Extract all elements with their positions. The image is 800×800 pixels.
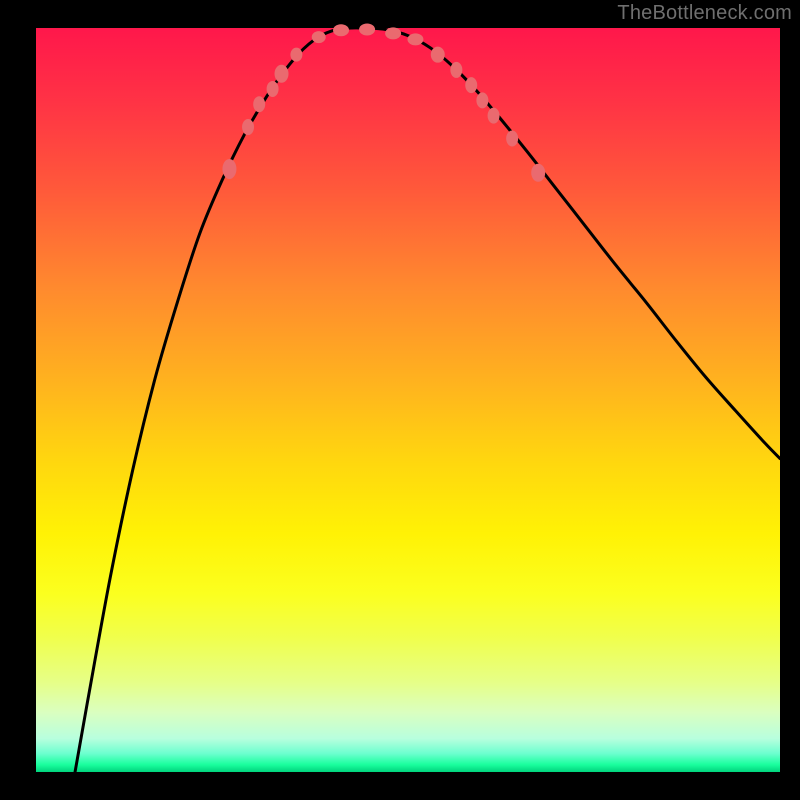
curve-marker <box>290 48 302 62</box>
curve-marker <box>488 108 500 124</box>
curve-marker <box>312 31 326 43</box>
curve-marker <box>531 164 545 182</box>
chart-stage: TheBottleneck.com <box>0 0 800 800</box>
curve-line <box>73 28 780 782</box>
curve-marker <box>222 159 236 179</box>
bottleneck-curve <box>36 28 780 790</box>
curve-marker <box>333 24 349 36</box>
curve-marker <box>385 27 401 39</box>
curve-marker <box>253 96 265 112</box>
curve-marker <box>242 119 254 135</box>
plot-area <box>36 28 780 790</box>
curve-marker <box>465 77 477 93</box>
curve-marker <box>359 24 375 36</box>
curve-marker <box>267 81 279 97</box>
curve-marker <box>275 65 289 83</box>
curve-markers <box>222 24 545 182</box>
watermark-text: TheBottleneck.com <box>617 2 792 25</box>
curve-marker <box>407 33 423 45</box>
curve-marker <box>450 62 462 78</box>
curve-marker <box>506 130 518 146</box>
curve-marker <box>431 47 445 63</box>
curve-marker <box>476 92 488 108</box>
